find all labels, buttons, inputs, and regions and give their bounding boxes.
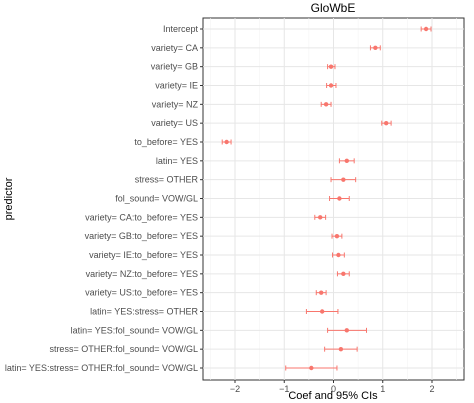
coefficient-point xyxy=(373,45,378,51)
y-tick-label: fol_sound= VOW/GL xyxy=(115,194,198,204)
y-tick-label: latin= YES:stress= OTHER:fol_sound= VOW/… xyxy=(5,363,198,373)
coefficient-point xyxy=(341,177,346,182)
x-tick-label: 2 xyxy=(429,384,434,394)
y-tick-label: latin= YES:fol_sound= VOW/GL xyxy=(71,325,198,335)
y-tick-label: variety= NZ:to_before= YES xyxy=(86,269,198,279)
y-tick-label: Intercept xyxy=(163,24,199,34)
y-tick-label: variety= NZ xyxy=(152,99,199,109)
coefficient-point xyxy=(323,102,329,107)
x-tick-label: −2 xyxy=(230,384,240,394)
y-tick-label: to_before= YES xyxy=(134,137,198,147)
plot-title: GloWbE xyxy=(311,1,356,15)
y-tick-label: latin= YES:stress= OTHER xyxy=(90,307,198,317)
y-tick-label: variety= US xyxy=(151,118,198,128)
y-tick-label: variety= CA xyxy=(151,43,198,53)
y-tick-label: latin= YES xyxy=(156,156,198,166)
y-tick-labels: Intercept variety= CA variety= GB variety= … xyxy=(5,24,203,373)
coefficient-point xyxy=(344,328,349,333)
y-tick-label: variety= US:to_before= YES xyxy=(85,288,198,298)
coefficient-point xyxy=(309,365,314,371)
y-tick-label: variety= GB xyxy=(151,62,198,72)
coefficient-point xyxy=(338,346,344,352)
coefficient-point xyxy=(341,271,346,277)
coefficient-point xyxy=(344,158,349,164)
y-axis-title: predictor xyxy=(3,177,15,220)
x-tick-labels: −2 −1 0 1 2 xyxy=(230,380,434,394)
coefficient-points xyxy=(224,26,429,371)
y-tick-label: variety= CA:to_before= YES xyxy=(85,212,198,222)
coefficient-point xyxy=(319,309,325,314)
x-tick-label: 1 xyxy=(380,384,385,394)
coefficient-point xyxy=(334,233,340,239)
coefficient-point xyxy=(336,252,341,258)
x-axis-title: Coef and 95% CIs xyxy=(288,390,378,402)
y-tick-label: variety= IE xyxy=(155,81,198,91)
y-tick-label: variety= IE:to_before= YES xyxy=(89,250,198,260)
y-tick-label: stress= OTHER:fol_sound= VOW/GL xyxy=(49,344,198,354)
coefficient-point xyxy=(318,290,324,295)
coefficient-point xyxy=(423,26,429,32)
y-tick-label: variety= GB:to_before= YES xyxy=(85,231,198,241)
coefficient-point xyxy=(337,196,342,201)
x-tick-label: −1 xyxy=(279,384,289,394)
coefficient-point xyxy=(328,64,334,69)
coefficient-point xyxy=(328,83,334,88)
coefficient-point xyxy=(224,139,229,145)
grid-lines xyxy=(203,18,464,380)
coefficient-point xyxy=(318,215,323,220)
x-tick-label: 0 xyxy=(331,384,336,394)
y-tick-label: stress= OTHER xyxy=(135,175,199,185)
coefficient-point xyxy=(383,120,389,126)
